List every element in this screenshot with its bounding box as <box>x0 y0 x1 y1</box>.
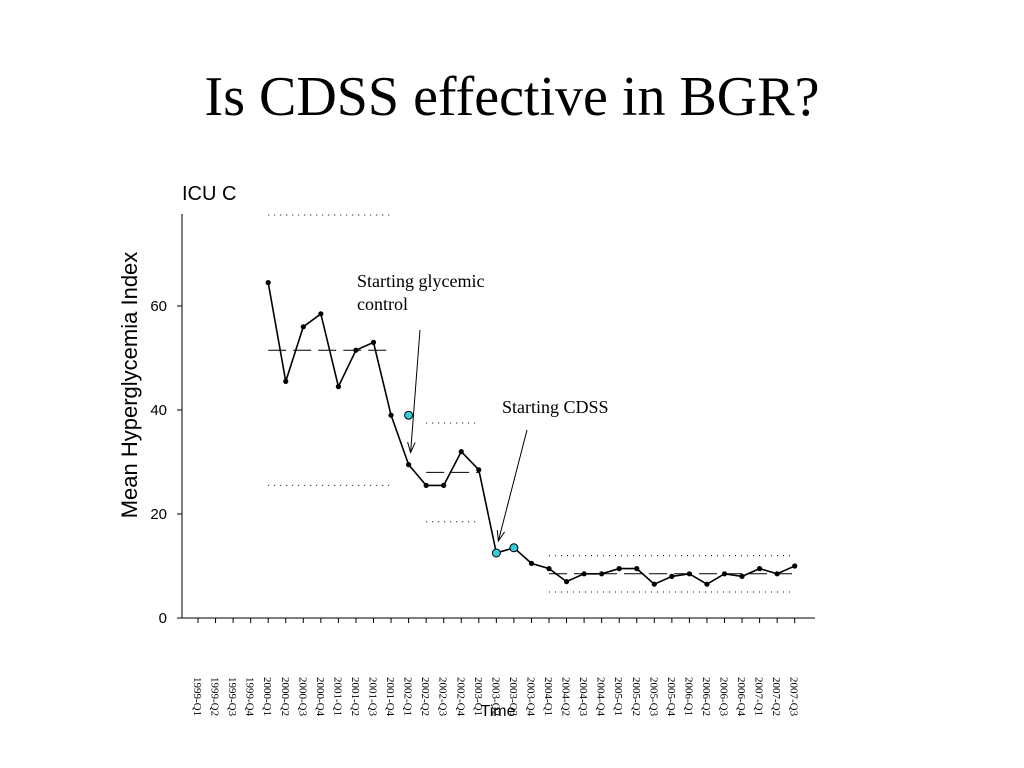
data-point <box>616 566 622 572</box>
data-point <box>546 566 552 572</box>
data-point <box>476 467 482 473</box>
x-axis-label: Time <box>481 703 516 720</box>
data-point <box>599 571 605 577</box>
highlighted-point <box>404 410 414 420</box>
annotation-arrow <box>410 329 421 453</box>
data-point <box>563 579 570 585</box>
x-tick-label: 1999-Q4 <box>244 677 256 717</box>
data-point <box>634 566 640 572</box>
x-tick-label: 1999-Q2 <box>209 677 221 716</box>
data-point <box>406 462 412 468</box>
x-tick-label: 1999-Q3 <box>226 677 238 717</box>
data-point <box>739 573 745 580</box>
data-point <box>651 581 657 587</box>
data-point <box>353 347 359 353</box>
series-layer <box>265 280 798 587</box>
data-point <box>721 571 728 577</box>
x-tick-label: 2006-Q2 <box>700 677 712 716</box>
slide-title: Is CDSS effective in BGR? <box>204 66 820 128</box>
annotation-text: Starting CDSS <box>502 397 609 417</box>
data-point <box>423 482 429 488</box>
y-axis-label: Mean Hyperglycemia Index <box>117 252 142 519</box>
data-point <box>300 324 306 330</box>
data-point <box>318 311 324 317</box>
annotation-arrow <box>497 429 528 542</box>
data-point <box>792 563 798 569</box>
annotation-text: control <box>357 294 408 314</box>
data-point <box>757 566 763 572</box>
y-tick-label: 60 <box>150 298 167 315</box>
x-tick-label: 2002-Q4 <box>454 677 466 717</box>
data-point <box>686 571 693 577</box>
axes: 0 20 40 60 1999-Q1 1999-Q2 1999-Q3 1999-Q4 2000-… <box>150 214 815 717</box>
annotation-text: Starting glycemic <box>357 271 484 291</box>
x-tick-label: 2000-Q2 <box>279 677 291 716</box>
x-tick-label: 2004-Q2 <box>560 677 572 716</box>
data-point <box>581 571 587 577</box>
x-tick-label: 2005-Q2 <box>630 677 642 716</box>
data-point <box>335 384 341 390</box>
data-point <box>528 560 535 567</box>
data-point <box>441 482 447 488</box>
annotations: Starting glycemic control Starting CDSS <box>357 271 609 543</box>
x-tick-label: 2001-Q3 <box>367 677 379 717</box>
highlighted-point <box>509 543 519 553</box>
highlighted-point <box>491 548 501 558</box>
data-point <box>669 573 675 580</box>
x-tick-label: 2006-Q3 <box>718 677 730 717</box>
data-point <box>283 378 289 384</box>
arrowhead <box>407 441 416 455</box>
x-tick-label: 2001-Q1 <box>331 677 343 716</box>
x-tick-label: 2000-Q3 <box>296 677 308 717</box>
x-tick-label: 2003-Q3 <box>507 677 519 717</box>
x-tick-label: 2002-Q2 <box>419 677 431 716</box>
x-tick-label: 2007-Q2 <box>770 677 782 716</box>
data-point <box>458 449 464 455</box>
y-tick-label: 0 <box>159 610 167 627</box>
x-tick-label: 2002-Q3 <box>437 677 449 717</box>
data-point <box>265 280 271 286</box>
data-point <box>370 339 377 345</box>
panel-label: ICU C <box>182 183 236 205</box>
x-tick-label: 2000-Q4 <box>314 677 326 717</box>
x-tick-label: 2005-Q3 <box>647 677 659 717</box>
y-tick-label: 40 <box>150 402 167 419</box>
x-tick-label: 2003-Q4 <box>524 677 536 717</box>
data-point <box>774 571 780 577</box>
x-tick-label: 1999-Q1 <box>191 677 203 716</box>
y-tick-label: 20 <box>150 506 167 523</box>
x-tick-label: 2006-Q1 <box>682 677 694 716</box>
x-tick-label: 2004-Q4 <box>595 677 607 717</box>
arrowhead <box>496 530 505 543</box>
x-tick-label: 2005-Q4 <box>665 677 677 717</box>
series-line <box>267 282 796 586</box>
x-tick-label: 2006-Q4 <box>735 677 747 717</box>
x-tick-label: 2001-Q4 <box>384 677 396 717</box>
x-tick-label: 2005-Q1 <box>612 677 624 716</box>
x-tick-label: 2007-Q1 <box>753 677 765 716</box>
x-tick-label: 2002-Q1 <box>402 677 414 716</box>
x-tick-label: 2007-Q3 <box>788 677 800 717</box>
data-point <box>704 581 710 587</box>
x-tick-label: 2003-Q1 <box>472 677 484 716</box>
data-point <box>388 412 394 418</box>
x-tick-label: 2001-Q2 <box>349 677 361 716</box>
x-tick-label: 2004-Q1 <box>542 677 554 716</box>
x-tick-label: 2003-Q2 <box>489 677 501 716</box>
x-tick-label: 2004-Q3 <box>577 677 589 717</box>
x-tick-label: 2000-Q1 <box>261 677 273 716</box>
